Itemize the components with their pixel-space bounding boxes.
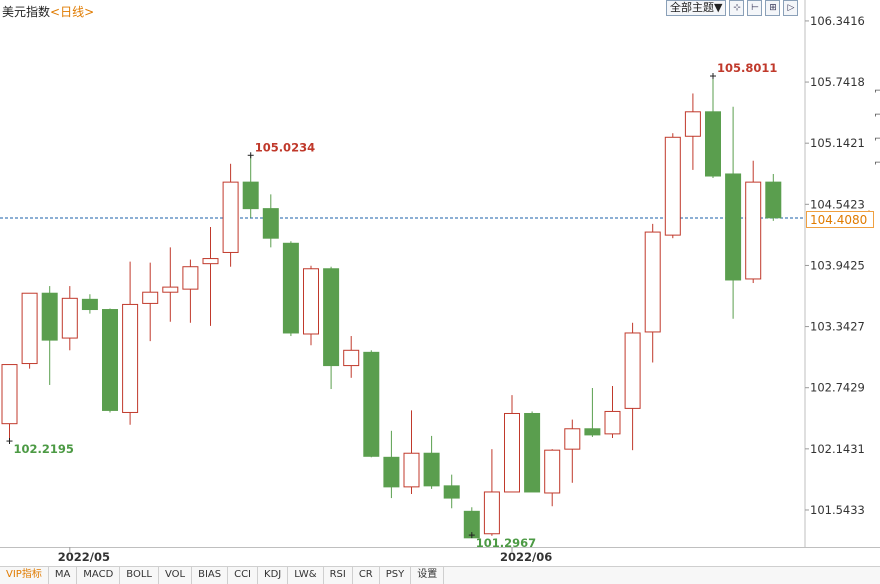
side-glyph-4: ⌐ [874, 158, 880, 169]
chart-title: 美元指数<日线> [2, 3, 94, 20]
indicator-tab[interactable]: 设置 [411, 567, 445, 584]
candle-body [323, 268, 340, 367]
side-glyph-3: ⌐ [874, 134, 880, 145]
candle-body [584, 428, 601, 436]
indicator-tab[interactable]: CR [353, 567, 380, 584]
indicator-tab[interactable]: VIP指标 [0, 567, 49, 584]
candle-body [705, 111, 721, 177]
candle-body [182, 266, 199, 290]
y-tick-label: 104.5423 [810, 197, 865, 211]
candle-body [202, 258, 219, 265]
candle-body [102, 309, 118, 411]
candle-body [81, 298, 98, 311]
crosshair-icon[interactable]: ⊹ [729, 0, 745, 16]
candle-body [21, 292, 38, 365]
candle-body [1, 364, 18, 425]
grid-icon[interactable]: ⊞ [765, 0, 781, 16]
candle-body [142, 291, 159, 304]
play-icon[interactable]: ▷ [783, 0, 799, 16]
candle-body [242, 181, 259, 210]
candle-body [483, 491, 500, 535]
candle-body [363, 351, 380, 457]
candle-body [403, 452, 420, 488]
symbol-name: 美元指数 [2, 5, 51, 19]
indicator-tab[interactable]: PSY [380, 567, 412, 584]
candle-body [664, 136, 681, 236]
candle-body [564, 428, 581, 450]
indicator-tab[interactable]: BOLL [120, 567, 159, 584]
y-tick-label: 106.3416 [810, 14, 865, 28]
candle-body [504, 412, 520, 493]
y-tick-label: 102.7429 [810, 381, 865, 395]
candle-body [122, 303, 139, 413]
side-glyph-2: ⌐ [874, 110, 880, 121]
candle-body [624, 332, 641, 409]
y-tick-label: 103.9425 [810, 258, 865, 272]
theme-select[interactable]: 全部主题▼ [666, 0, 727, 16]
y-tick-label: 101.5433 [810, 503, 865, 517]
candle-body [303, 268, 319, 335]
candle-body [41, 292, 58, 341]
extreme-label: 101.2967 [476, 536, 536, 550]
indicator-tab[interactable]: BIAS [192, 567, 229, 584]
candle-body [222, 181, 239, 253]
candle-body [61, 297, 78, 339]
candle-body [644, 231, 661, 333]
extreme-label: 105.0234 [255, 140, 315, 154]
period-label[interactable]: <日线> [50, 5, 95, 19]
candle-body [162, 286, 179, 293]
x-tick-label: 2022/05 [58, 550, 110, 564]
indicator-tab[interactable]: VOL [159, 567, 193, 584]
zoom-out-icon[interactable]: ⊢ [747, 0, 763, 16]
candle-body [443, 485, 460, 499]
indicator-tabs: VIP指标 MA MACD BOLL VOL BIAS CCI KDJ LW& RSI CR PSY 设… [0, 566, 880, 584]
y-tick-label: 105.1421 [810, 136, 865, 150]
side-glyph-1: ⌐ [874, 86, 880, 97]
candle-body [343, 349, 360, 367]
candle-body [383, 456, 400, 488]
candle-body [423, 452, 440, 487]
candle-body [684, 111, 701, 137]
candle-body [524, 412, 541, 493]
candle-body [282, 242, 299, 334]
candle-body [544, 449, 561, 494]
indicator-tab[interactable]: RSI [324, 567, 353, 584]
y-tick-label: 103.3427 [810, 320, 865, 334]
extreme-label: 102.2195 [14, 442, 74, 456]
indicator-tab[interactable]: MA [49, 567, 78, 584]
candle-body [725, 173, 742, 281]
y-tick-label: 105.7418 [810, 75, 865, 89]
indicator-tab[interactable]: KDJ [258, 567, 289, 584]
indicator-tab[interactable]: LW& [288, 567, 324, 584]
candle-body [745, 181, 762, 280]
candle-body [604, 410, 621, 435]
candle-body [262, 208, 279, 239]
x-tick-label: 2022/06 [500, 550, 552, 564]
extreme-label: 105.8011 [717, 61, 777, 75]
current-price-tag: 104.4080 [806, 211, 874, 228]
chart-toolbar: 全部主题▼ ⊹ ⊢ ⊞ ▷ [666, 0, 799, 16]
indicator-tab[interactable]: MACD [77, 567, 121, 584]
indicator-tab[interactable]: CCI [228, 567, 259, 584]
candle-body [765, 181, 782, 219]
y-tick-label: 102.1431 [810, 442, 865, 456]
